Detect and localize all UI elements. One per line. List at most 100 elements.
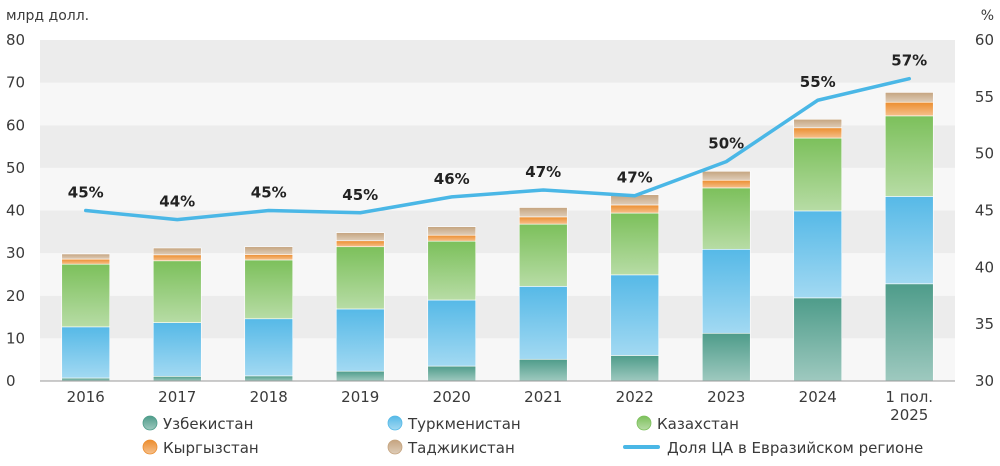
bar-segment	[518, 286, 568, 360]
y-tick-label: 10	[6, 329, 25, 347]
x-tick-label: 2019	[341, 388, 379, 406]
x-tick-label: 2018	[250, 388, 288, 406]
y-tick-label: 70	[6, 74, 25, 92]
bar-segment	[335, 240, 385, 248]
bar-segment	[244, 318, 294, 377]
x-tick-label: 2017	[158, 388, 196, 406]
bar-segment	[61, 258, 111, 265]
legend-label: Казахстан	[657, 415, 739, 433]
bar-segment	[427, 234, 477, 242]
legend-label: Туркменистан	[407, 415, 521, 433]
bar-segment	[427, 365, 477, 382]
bar-segment	[427, 299, 477, 367]
bar-segment	[427, 240, 477, 301]
bar-segment	[152, 260, 202, 323]
bar-segment	[793, 297, 843, 382]
bar-segment	[610, 212, 660, 276]
line-data-label: 55%	[800, 73, 836, 91]
x-tick-label: 2024	[799, 388, 837, 406]
bar-segment	[701, 332, 751, 382]
x-tick-label: 1 пол.	[885, 388, 933, 406]
y-tick-label: 80	[6, 31, 25, 49]
bar-segment	[335, 232, 385, 242]
y-tick-label: 40	[6, 202, 25, 220]
y-tick-label: 0	[6, 372, 16, 390]
bar-segment	[701, 248, 751, 334]
bar-segment	[152, 322, 202, 377]
x-tick-label: 2021	[524, 388, 562, 406]
legend-marker	[387, 439, 403, 455]
bar-segment	[884, 196, 934, 285]
line-data-label: 45%	[342, 186, 378, 204]
bar-segment	[793, 118, 843, 129]
y2-tick-label: 30	[975, 372, 994, 390]
bar-segment	[701, 170, 751, 181]
bar-segment	[61, 253, 111, 260]
bar-segment	[884, 283, 934, 382]
bar-segment	[244, 254, 294, 261]
line-data-label: 47%	[617, 169, 653, 187]
bar-segment	[884, 101, 934, 117]
bar-segment	[152, 376, 202, 382]
bar-segment	[884, 92, 934, 103]
y-tick-label: 50	[6, 159, 25, 177]
y2-tick-label: 40	[975, 258, 994, 276]
bar-segment	[701, 179, 751, 189]
y2-tick-label: 45	[975, 202, 994, 220]
bar-segment	[61, 326, 111, 379]
bar-segment	[793, 210, 843, 299]
legend-label: Кыргызстан	[163, 439, 259, 457]
x-tick-label: 2023	[707, 388, 745, 406]
y-tick-label: 20	[6, 287, 25, 305]
bar-segment	[244, 375, 294, 382]
x-tick-label: 2025	[890, 406, 928, 424]
bar-segment	[518, 358, 568, 382]
bar-segment	[244, 259, 294, 320]
legend-label: Узбекистан	[163, 415, 253, 433]
x-tick-label: 2020	[433, 388, 471, 406]
bar-segment	[518, 207, 568, 218]
bar-segment	[152, 247, 202, 256]
y2-tick-label: 35	[975, 315, 994, 333]
legend-marker	[142, 415, 158, 431]
y2-axis-unit: %	[981, 8, 994, 24]
bar-segment	[518, 216, 568, 225]
legend-label: Таджикистан	[407, 439, 515, 457]
bar-segment	[610, 355, 660, 382]
bar-segment	[793, 127, 843, 139]
bar-segment	[793, 137, 843, 212]
line-data-label: 46%	[434, 170, 470, 188]
line-data-label: 45%	[68, 184, 104, 202]
line-data-label: 45%	[251, 184, 287, 202]
y-axis-unit: млрд долл.	[6, 8, 89, 24]
legend-marker	[636, 415, 652, 431]
share-line	[84, 76, 911, 222]
x-tick-label: 2022	[616, 388, 654, 406]
bar-segment	[335, 246, 385, 310]
bar-segment	[244, 246, 294, 255]
line-data-label: 50%	[708, 135, 744, 153]
y2-tick-label: 55	[975, 88, 994, 106]
legend-marker	[387, 415, 403, 431]
bar-segment	[427, 226, 477, 236]
bar-segment	[335, 308, 385, 372]
y2-tick-label: 60	[975, 31, 994, 49]
x-tick-label: 2016	[67, 388, 105, 406]
legend-label: Доля ЦА в Евразийском регионе	[667, 439, 923, 457]
y-tick-label: 60	[6, 116, 25, 134]
y-tick-label: 30	[6, 244, 25, 262]
grid-band	[40, 40, 955, 83]
y2-tick-label: 50	[975, 145, 994, 163]
bar-segment	[518, 223, 568, 287]
line-data-label: 44%	[159, 193, 195, 211]
bar-segment	[884, 115, 934, 197]
grid-band	[40, 82, 955, 126]
bar-segment	[610, 274, 660, 356]
line-data-label: 47%	[525, 163, 561, 181]
bar-segment	[610, 204, 660, 214]
bar-segment	[701, 187, 751, 250]
bar-segment	[152, 254, 202, 262]
legend-marker	[142, 439, 158, 455]
